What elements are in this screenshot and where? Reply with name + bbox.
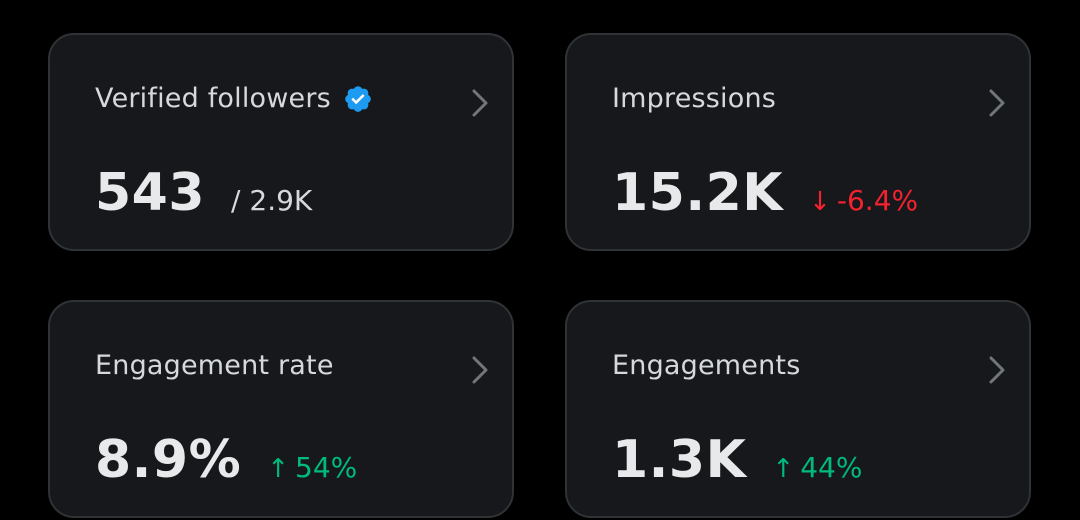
arrow-up-icon: ↑ bbox=[772, 454, 795, 484]
value-row: 8.9% ↑ 54% bbox=[95, 430, 357, 490]
chevron-right-icon[interactable] bbox=[985, 87, 1009, 119]
metric-value: 8.9% bbox=[95, 430, 242, 490]
metric-value: 15.2K bbox=[612, 163, 784, 223]
card-title: Engagements bbox=[612, 350, 801, 381]
chevron-right-icon[interactable] bbox=[985, 354, 1009, 386]
value-row: 1.3K ↑ 44% bbox=[612, 430, 862, 490]
arrow-up-icon: ↑ bbox=[267, 454, 290, 484]
impressions-card[interactable]: Impressions 15.2K ↓ -6.4% bbox=[565, 33, 1031, 251]
delta-value: 54% bbox=[295, 451, 358, 484]
metric-delta: ↑ 54% bbox=[267, 451, 357, 484]
metric-delta: ↓ -6.4% bbox=[809, 184, 918, 217]
verified-badge-icon bbox=[345, 85, 371, 112]
metric-total: / 2.9K bbox=[231, 184, 313, 217]
arrow-down-icon: ↓ bbox=[809, 187, 831, 217]
card-title-row: Engagement rate bbox=[95, 350, 334, 381]
card-title-row: Engagements bbox=[612, 350, 800, 381]
engagement-rate-card[interactable]: Engagement rate 8.9% ↑ 54% bbox=[48, 300, 514, 518]
card-title-row: Impressions bbox=[612, 83, 776, 114]
delta-value: 44% bbox=[800, 451, 863, 484]
card-title: Impressions bbox=[612, 83, 777, 114]
metric-value: 543 bbox=[95, 163, 206, 223]
value-row: 15.2K ↓ -6.4% bbox=[612, 163, 918, 223]
verified-followers-card[interactable]: Verified followers 543 / 2.9K bbox=[48, 33, 514, 251]
metric-value: 1.3K bbox=[612, 430, 747, 490]
metric-delta: ↑ 44% bbox=[772, 451, 862, 484]
engagements-card[interactable]: Engagements 1.3K ↑ 44% bbox=[565, 300, 1031, 518]
card-title-row: Verified followers bbox=[95, 83, 373, 114]
value-row: 543 / 2.9K bbox=[95, 163, 312, 223]
chevron-right-icon[interactable] bbox=[468, 87, 492, 119]
card-title: Engagement rate bbox=[95, 350, 334, 381]
delta-value: -6.4% bbox=[836, 184, 919, 217]
chevron-right-icon[interactable] bbox=[468, 354, 492, 386]
card-title: Verified followers bbox=[95, 83, 331, 114]
